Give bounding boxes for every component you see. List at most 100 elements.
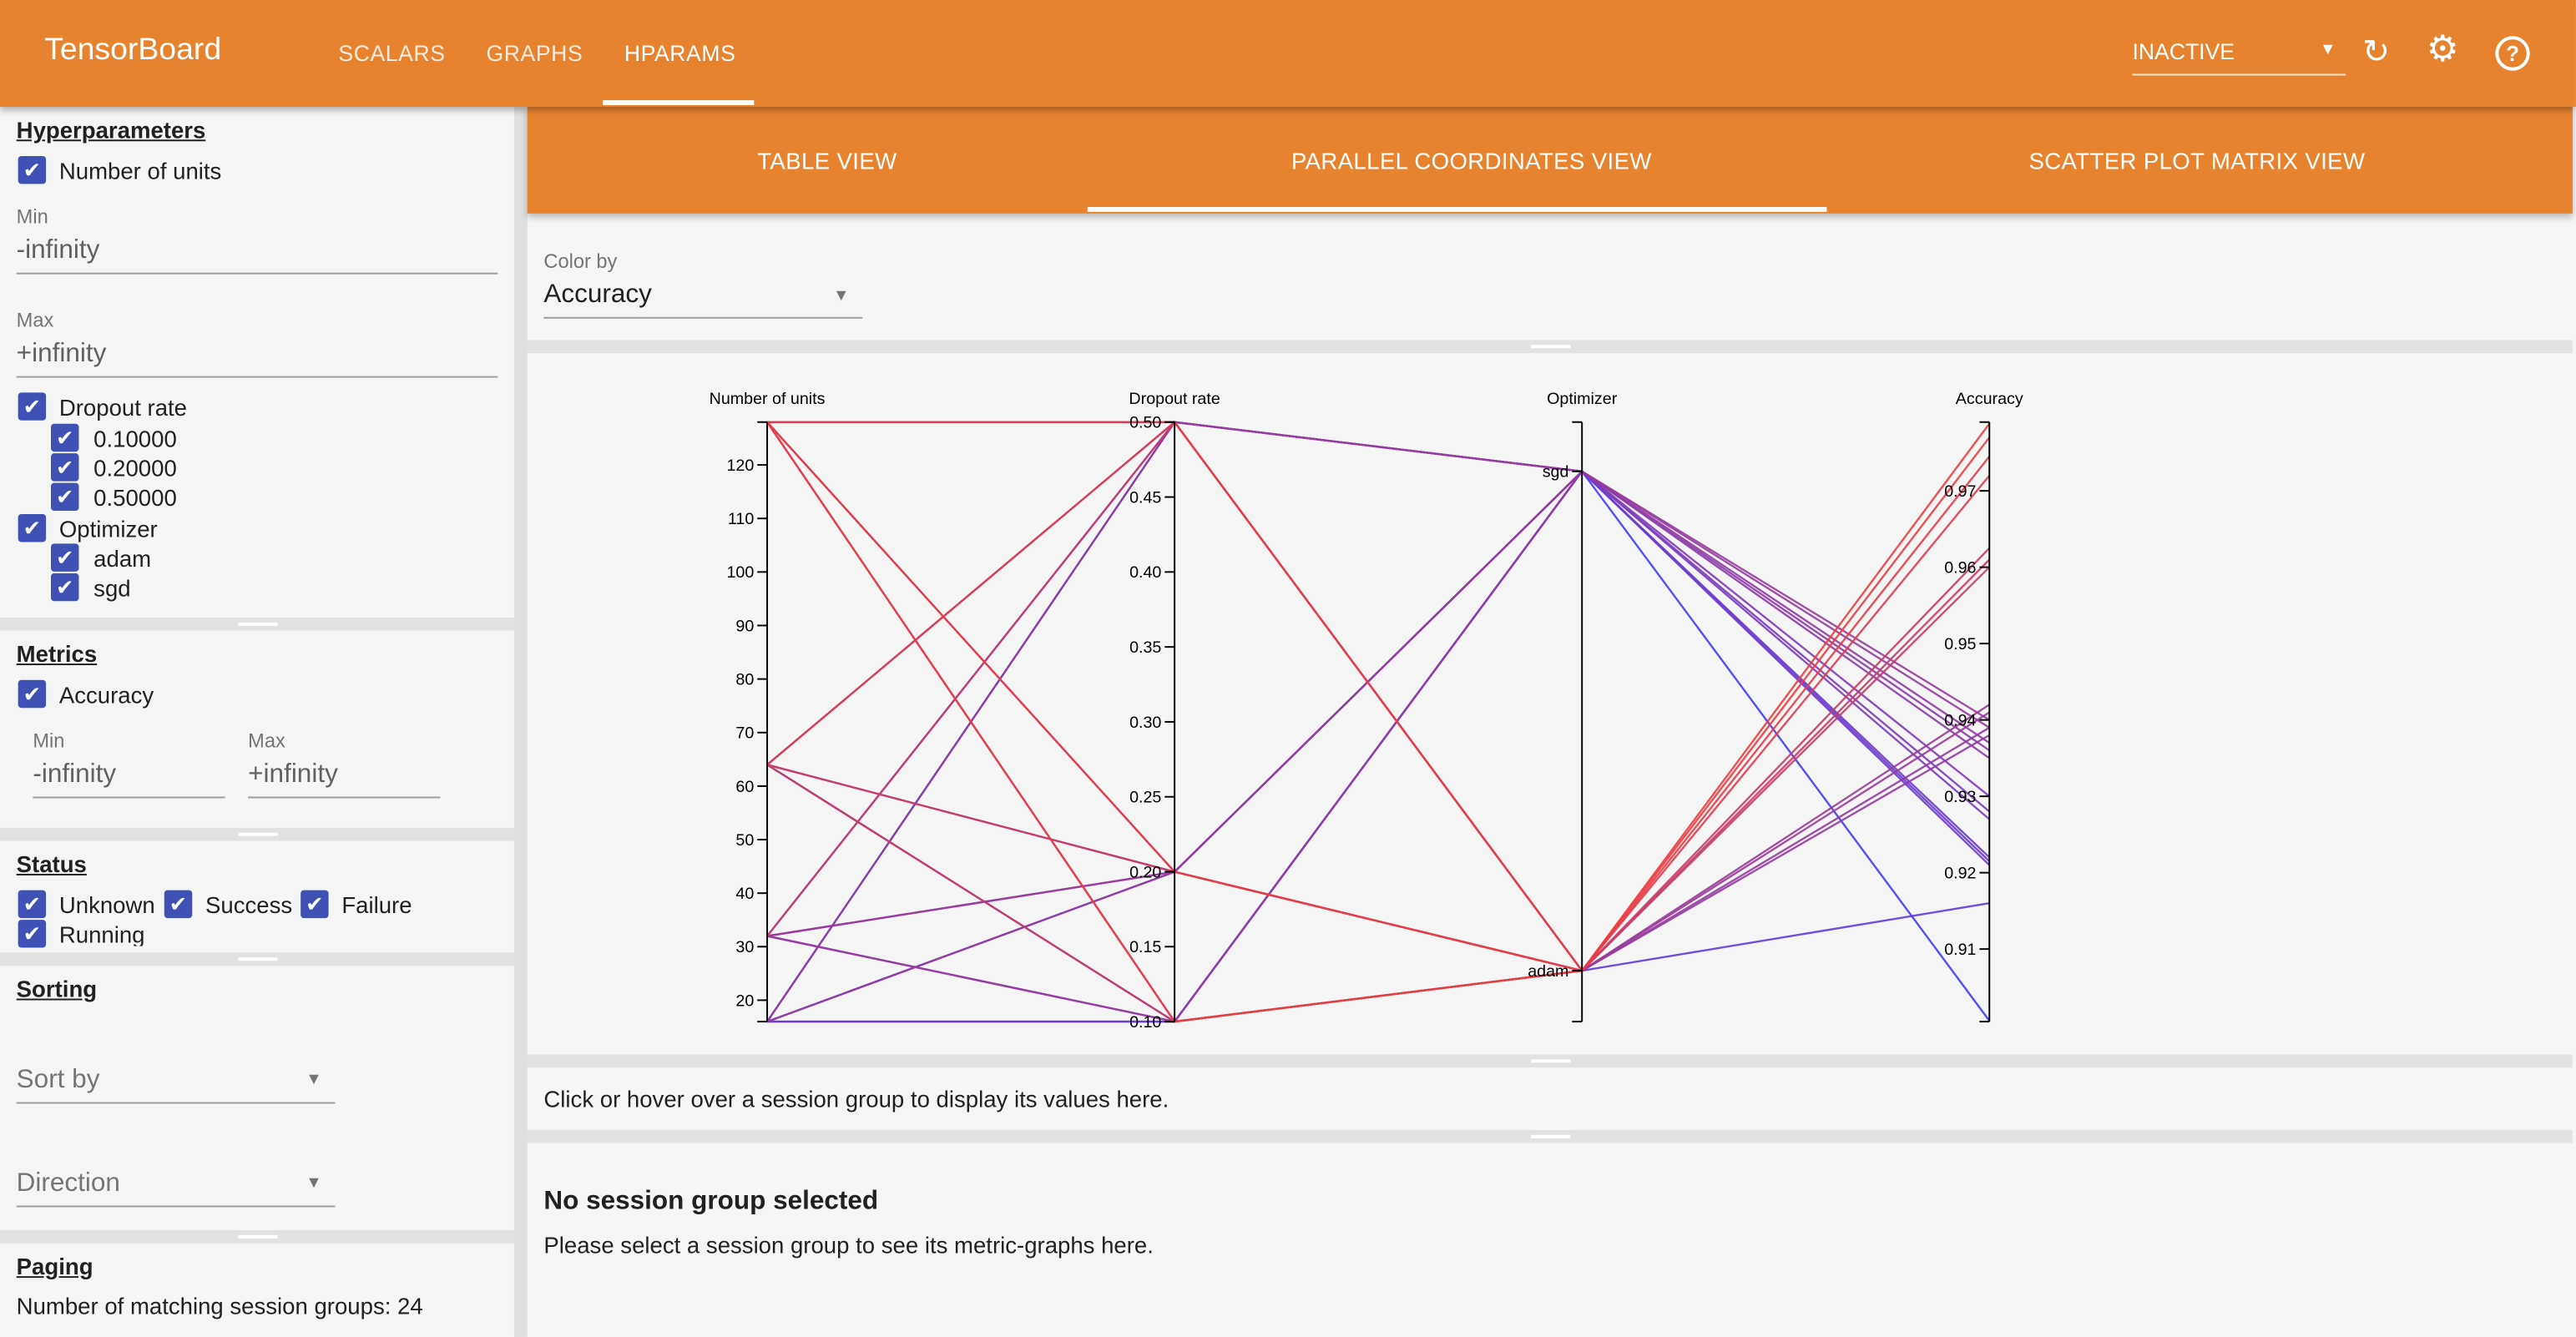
axis-title: Dropout rate <box>1129 390 1220 408</box>
accuracy-max-input[interactable]: +infinity <box>248 760 441 799</box>
top-app-bar: TensorBoard SCALARS GRAPHS HPARAMS INACT… <box>0 0 2576 107</box>
session-group-line <box>766 421 1990 874</box>
matching-session-groups-count: Number of matching session groups: 24 <box>16 1292 423 1319</box>
axis-tick-label: 0.30 <box>1129 714 1161 732</box>
label-optimizer: Optimizer <box>58 515 158 542</box>
session-group-line <box>766 421 1991 972</box>
dropdown-arrow-icon: ▼ <box>306 1071 322 1089</box>
axis-tick-label: 90 <box>735 617 754 635</box>
refresh-icon[interactable]: ↻ <box>2361 34 2390 71</box>
app-title: TensorBoard <box>44 33 222 68</box>
session-group-line <box>766 421 1990 1024</box>
units-max-label: Max <box>16 308 54 332</box>
sorting-heading: Sorting <box>16 975 98 1002</box>
checkbox-dropout-rate[interactable]: ✔ <box>18 392 47 421</box>
checkbox-running[interactable]: ✔ <box>18 920 47 948</box>
axis-tick-label: 20 <box>735 991 754 1010</box>
axis-tick-label: 0.91 <box>1944 941 1976 959</box>
settings-gear-icon[interactable]: ⚙ <box>2426 28 2459 69</box>
checkbox-optimizer[interactable]: ✔ <box>18 513 47 542</box>
axis-tick-label: sgd <box>1543 463 1569 482</box>
axis-tick-label: 80 <box>735 671 754 689</box>
section-resize-handle[interactable] <box>0 617 514 631</box>
session-group-line <box>767 421 1990 721</box>
tab-scatter-plot-matrix-view[interactable]: SCATTER PLOT MATRIX VIEW <box>2028 148 2366 174</box>
axis-tick-label: 0.10 <box>1129 1013 1161 1032</box>
axis-tick-label: 0.96 <box>1944 559 1976 578</box>
direction-select[interactable]: Direction ▼ <box>16 1169 336 1208</box>
section-resize-handle[interactable] <box>0 827 514 841</box>
parallel-coordinates-chart[interactable]: Number of units 20 30 40 50 60 70 80 90 100 110 120… <box>528 353 2573 1054</box>
section-resize-handle[interactable] <box>0 1230 514 1244</box>
view-tabs: TABLE VIEW PARALLEL COORDINATES VIEW SCA… <box>527 106 2573 214</box>
session-group-line <box>766 711 1990 1023</box>
label-failure: Failure <box>341 891 412 919</box>
checkbox-adam[interactable]: ✔ <box>51 543 79 572</box>
session-group-line <box>766 734 1990 1023</box>
color-by-select[interactable]: Accuracy ▼ <box>543 280 863 319</box>
metrics-heading: Metrics <box>16 640 98 668</box>
checkbox-accuracy[interactable]: ✔ <box>18 679 47 709</box>
checkbox-number-of-units[interactable]: ✔ <box>18 155 47 184</box>
section-resize-handle[interactable] <box>0 952 514 966</box>
color-by-label: Color by <box>543 250 618 273</box>
no-selection-text: Please select a session group to see its… <box>543 1232 1154 1259</box>
session-group-line <box>766 421 1990 766</box>
paging-heading: Paging <box>16 1253 93 1280</box>
units-max-input[interactable]: +infinity <box>16 340 498 378</box>
checkbox-dropout-0.1[interactable]: ✔ <box>51 423 79 452</box>
run-select-value: INACTIVE <box>2132 39 2235 64</box>
checkbox-success[interactable]: ✔ <box>164 890 193 919</box>
axis-tick-label: 70 <box>735 724 754 743</box>
color-by-value: Accuracy <box>543 280 652 309</box>
accuracy-min-input[interactable]: -infinity <box>33 760 225 799</box>
checkbox-dropout-0.5[interactable]: ✔ <box>51 482 79 512</box>
axis-title: Number of units <box>710 390 826 408</box>
session-group-line <box>766 421 1990 937</box>
axis-tick-label: 120 <box>726 457 754 475</box>
label-number-of-units: Number of units <box>58 157 222 184</box>
label-accuracy: Accuracy <box>58 681 154 709</box>
sort-by-placeholder: Sort by <box>16 1066 100 1094</box>
tab-graphs[interactable]: GRAPHS <box>486 41 583 66</box>
label-dropout-0.5: 0.50000 <box>93 484 177 512</box>
sidebar-divider[interactable] <box>513 106 528 1337</box>
checkbox-sgd[interactable]: ✔ <box>51 573 79 602</box>
checkbox-unknown[interactable]: ✔ <box>18 890 47 919</box>
axis-title: Accuracy <box>1956 390 2023 408</box>
tab-hparams[interactable]: HPARAMS <box>624 41 736 66</box>
tab-parallel-coordinates-view[interactable]: PARALLEL COORDINATES VIEW <box>1291 148 1652 174</box>
dropdown-arrow-icon: ▼ <box>832 287 850 306</box>
label-dropout-0.1: 0.10000 <box>93 425 177 452</box>
help-icon[interactable]: ? <box>2495 36 2530 71</box>
axis-tick-label: 0.40 <box>1129 563 1161 582</box>
units-min-input[interactable]: -infinity <box>16 236 498 275</box>
axis-tick-label: adam <box>1528 962 1568 981</box>
status-heading: Status <box>16 850 87 877</box>
axis-tick-label: 0.50 <box>1129 414 1161 432</box>
axis-tick-label: 0.94 <box>1944 712 1976 730</box>
hover-hint: Click or hover over a session group to d… <box>543 1085 1169 1112</box>
active-view-indicator <box>1087 206 1827 212</box>
run-select[interactable]: INACTIVE ▼ <box>2132 39 2346 76</box>
axis-tick-label: 50 <box>735 831 754 850</box>
dropdown-arrow-icon: ▼ <box>306 1174 322 1193</box>
axis-tick-label: 0.92 <box>1944 865 1976 883</box>
label-adam: adam <box>93 545 152 572</box>
checkbox-dropout-0.2[interactable]: ✔ <box>51 453 79 482</box>
panel-resize-handle[interactable] <box>527 340 2573 354</box>
axis-tick-label: 100 <box>726 563 754 582</box>
axis-tick-label: 0.45 <box>1129 488 1161 507</box>
accuracy-min-label: Min <box>33 729 65 753</box>
checkbox-failure[interactable]: ✔ <box>301 890 329 919</box>
tab-table-view[interactable]: TABLE VIEW <box>757 148 897 174</box>
axis-tick-label: 0.35 <box>1129 638 1161 657</box>
axis-tick-label: 0.93 <box>1944 788 1976 806</box>
panel-resize-handle[interactable] <box>527 1129 2573 1143</box>
axis-tick-label: 30 <box>735 938 754 956</box>
tab-scalars[interactable]: SCALARS <box>338 41 446 66</box>
axis-tick-label: 0.95 <box>1944 635 1976 653</box>
sort-by-select[interactable]: Sort by ▼ <box>16 1066 336 1104</box>
panel-resize-handle[interactable] <box>527 1054 2573 1068</box>
axis-tick-label: 0.15 <box>1129 938 1161 956</box>
